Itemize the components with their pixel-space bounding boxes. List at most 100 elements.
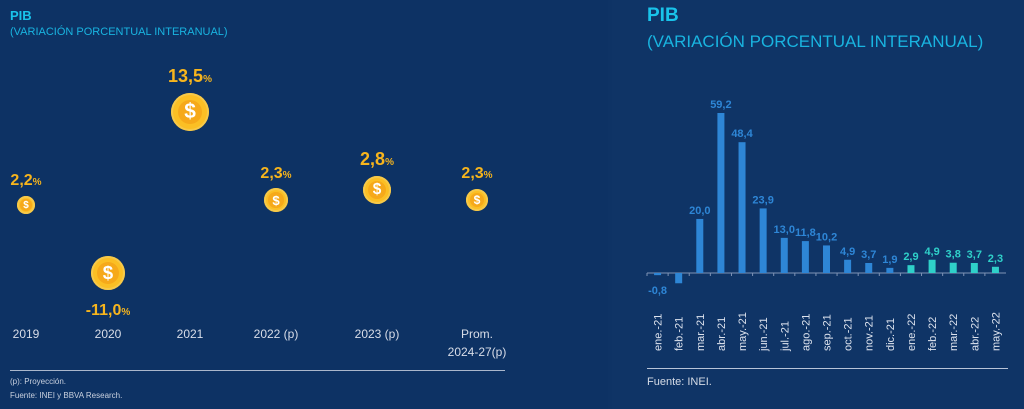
data-label: 48,4: [731, 128, 753, 140]
x-tick-label: jul.-21: [779, 321, 791, 352]
data-label: 11,8: [795, 227, 816, 239]
data-label: 13,0: [774, 224, 795, 236]
bar: [738, 142, 746, 273]
x-tick-label: abr.-21: [716, 317, 728, 351]
x-tick-label: mar.-21: [695, 314, 707, 351]
value-unit: %: [282, 170, 292, 181]
year-label: 2021: [145, 327, 235, 345]
value-unit: %: [385, 157, 394, 168]
year-text: Prom.: [460, 327, 493, 341]
x-tick-label: feb.-22: [927, 317, 939, 351]
bar: [907, 265, 915, 273]
x-tick-label: nov.-21: [864, 315, 876, 351]
value-number: 13,5: [168, 66, 204, 86]
value-label: 2,8%: [332, 149, 422, 170]
x-tick-label: ene.-22: [906, 314, 918, 351]
x-tick-label: ago.-21: [800, 314, 812, 351]
dollar-coin-icon: $: [171, 93, 209, 131]
data-label: 3,8: [946, 249, 961, 261]
coin-symbol: $: [184, 100, 196, 123]
value-number: 2,8: [360, 149, 386, 169]
bar-chart: -0,8 ene.-21 feb.-21 20,0 mar.-21 59,2 abr.-21…: [646, 99, 1006, 352]
right-title: PIB: [647, 5, 679, 26]
value-label: 2,2%: [0, 172, 71, 190]
data-label: 23,9: [752, 194, 773, 206]
dollar-coin-icon: $: [363, 176, 391, 204]
left-title: PIB: [10, 8, 32, 23]
data-label: 4,9: [840, 246, 855, 258]
value-unit: %: [203, 74, 212, 85]
year-label: 2019: [0, 327, 71, 345]
value-number: -11,0: [85, 302, 122, 319]
divider: [10, 370, 505, 371]
monthly-gdp-panel: PIB (VARIACIÓN PORCENTUAL INTERANUAL) -0…: [612, 0, 1024, 409]
bar: [801, 241, 809, 273]
value-number: 2,3: [260, 165, 283, 182]
bar: [949, 262, 957, 273]
left-subtitle: (VARIACIÓN PORCENTUAL INTERANUAL): [10, 26, 228, 38]
x-tick-label: oct.-21: [843, 317, 855, 351]
bar: [970, 263, 978, 273]
year-label: Prom. 2024-27(p): [432, 327, 522, 359]
year-text: 2020: [94, 327, 122, 341]
bar: [780, 237, 788, 273]
x-tick-label: may.-22: [990, 312, 1002, 351]
bar: [886, 267, 894, 273]
data-label: 3,7: [967, 249, 982, 261]
data-label: 10,2: [816, 231, 837, 243]
dollar-coin-icon: $: [466, 189, 488, 211]
bar: [991, 266, 999, 273]
coin-symbol: $: [473, 193, 481, 207]
value-unit: %: [121, 307, 131, 318]
bar: [823, 245, 830, 273]
data-label: 59,2: [710, 99, 731, 111]
data-label: 4,9: [924, 246, 939, 258]
value-label: 2,3%: [432, 165, 522, 183]
dollar-coin-icon: $: [17, 196, 35, 214]
x-tick-label: jun.-21: [758, 317, 770, 352]
coin-symbol: $: [23, 199, 29, 211]
coin-symbol: $: [372, 181, 382, 198]
data-label: 1,9: [882, 254, 897, 266]
dollar-coin-icon: $: [264, 188, 288, 212]
projection-note: (p): Proyección.: [10, 377, 67, 386]
value-label: -11,0%: [63, 302, 153, 320]
bar: [717, 113, 725, 273]
value-number: 2,2: [10, 172, 33, 189]
data-label: -0,8: [648, 285, 667, 297]
bar: [675, 273, 683, 284]
dollar-coin-icon: $: [91, 256, 125, 290]
year-label: 2022 (p): [231, 327, 321, 345]
year-label: 2020: [63, 327, 153, 345]
annual-gdp-panel: PIB (VARIACIÓN PORCENTUAL INTERANUAL) $2…: [0, 8, 522, 400]
year-text: 2023 (p): [354, 327, 400, 341]
bar: [696, 218, 704, 273]
data-label: 20,0: [689, 205, 710, 217]
left-source: Fuente: INEI y BBVA Research.: [10, 391, 123, 400]
right-source: Fuente: INEI.: [647, 376, 712, 388]
bar: [844, 259, 852, 273]
bar: [865, 263, 873, 273]
value-number: 2,3: [461, 165, 484, 182]
x-tick-label: ene.-21: [653, 314, 665, 351]
data-label: 3,7: [861, 249, 876, 261]
x-tick-label: dic.-21: [885, 318, 897, 351]
data-label: 2,3: [988, 253, 1003, 265]
x-tick-label: may.-21: [737, 312, 749, 351]
coin-symbol: $: [102, 262, 114, 283]
right-subtitle: (VARIACIÓN PORCENTUAL INTERANUAL): [647, 32, 984, 51]
value-label: 13,5%: [145, 66, 235, 87]
year-text: 2019: [12, 327, 40, 341]
data-label: 2,9: [903, 251, 918, 263]
year-text-2: 2024-27(p): [447, 345, 507, 359]
value-label: 2,3%: [231, 165, 321, 183]
x-tick-label: abr.-22: [969, 317, 981, 351]
year-text: 2021: [176, 327, 204, 341]
year-label: 2023 (p): [332, 327, 422, 345]
coin-symbol: $: [272, 192, 280, 208]
x-tick-label: mar.-22: [948, 314, 960, 351]
bar: [928, 259, 936, 273]
value-unit: %: [32, 177, 42, 188]
x-tick-label: sep.-21: [822, 314, 834, 351]
bar: [759, 208, 767, 273]
